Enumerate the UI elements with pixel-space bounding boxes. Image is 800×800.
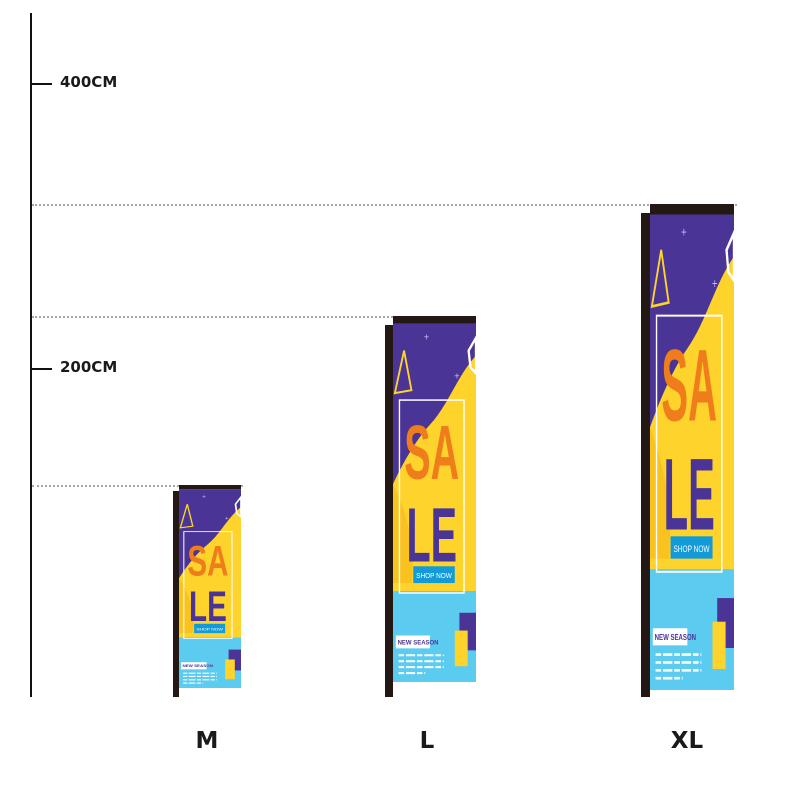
yellow-wave-shape [393, 484, 413, 584]
new-season-tag [395, 635, 430, 649]
banner-xl-pole [641, 213, 650, 697]
scale-tick-400 [31, 83, 52, 85]
size-label-xl: XL [670, 728, 704, 754]
banner-m: + + SA LE SHOP NOW NEW SEASON [179, 485, 241, 688]
banner-l-pole [385, 325, 393, 697]
white-outline-shape [234, 495, 241, 518]
yellow-triangle-outline [650, 249, 670, 309]
shop-now-button [413, 566, 455, 584]
banner-top-bar [179, 485, 241, 490]
sale-heading-top: SA [661, 330, 717, 443]
new-season-label: NEW SEASON [655, 632, 696, 642]
banner-xl: + + SA LE SHOP NOW NEW SEASON [650, 204, 734, 690]
white-frame-outline [398, 399, 465, 594]
yellow-block-shape [454, 630, 468, 667]
l-height-guide-line [32, 316, 476, 318]
scale-label-400: 400CM [60, 73, 118, 91]
sparkle-icon: + [202, 495, 207, 500]
shop-now-button [194, 623, 226, 634]
white-outline-shape [725, 229, 734, 283]
sale-heading-top: SA [187, 537, 228, 585]
shop-now-button [670, 536, 713, 559]
m-height-guide-line [32, 485, 243, 487]
yellow-wave-shape [179, 578, 194, 634]
new-season-tag [652, 628, 688, 646]
banner-m-pole [173, 491, 179, 697]
yellow-block-shape [712, 621, 726, 669]
xl-height-guide-line [32, 204, 737, 206]
purple-wave-shape [650, 214, 734, 428]
sparkle-icon: + [224, 516, 229, 521]
yellow-block-shape [225, 659, 235, 680]
shop-now-label: SHOP NOW [196, 627, 224, 631]
banner-top-bar [393, 316, 476, 324]
yellow-triangle-outline [393, 350, 413, 395]
sparkle-icon: + [681, 227, 687, 239]
sale-heading-bottom: LE [664, 439, 715, 552]
yellow-wave-shape [650, 427, 670, 559]
new-season-label: NEW SEASON [398, 639, 439, 646]
size-label-m: M [195, 728, 219, 754]
new-season-label: NEW SEASON [182, 664, 213, 668]
white-outline-shape [467, 335, 476, 376]
sale-heading-top: SA [404, 409, 459, 496]
sparkle-icon: + [423, 332, 429, 341]
height-scale-axis [30, 13, 32, 697]
purple-wave-shape [179, 489, 241, 579]
sparkle-icon: + [712, 279, 718, 291]
scale-tick-200 [31, 368, 52, 370]
banner-l: + + SA LE SHOP NOW NEW SEASON [393, 316, 476, 682]
white-frame-outline [183, 531, 233, 640]
shop-now-label: SHOP NOW [673, 544, 710, 554]
sale-heading-bottom: LE [189, 583, 227, 631]
white-frame-outline [655, 314, 723, 573]
size-label-l: L [419, 728, 435, 754]
yellow-triangle-outline [179, 504, 194, 529]
sale-heading-bottom: LE [406, 491, 457, 578]
new-season-tag [181, 662, 207, 670]
shop-now-label: SHOP NOW [416, 573, 452, 580]
banner-top-bar [650, 204, 734, 215]
scale-label-200: 200CM [60, 358, 118, 376]
purple-wave-shape [393, 323, 476, 485]
sparkle-icon: + [454, 371, 460, 380]
